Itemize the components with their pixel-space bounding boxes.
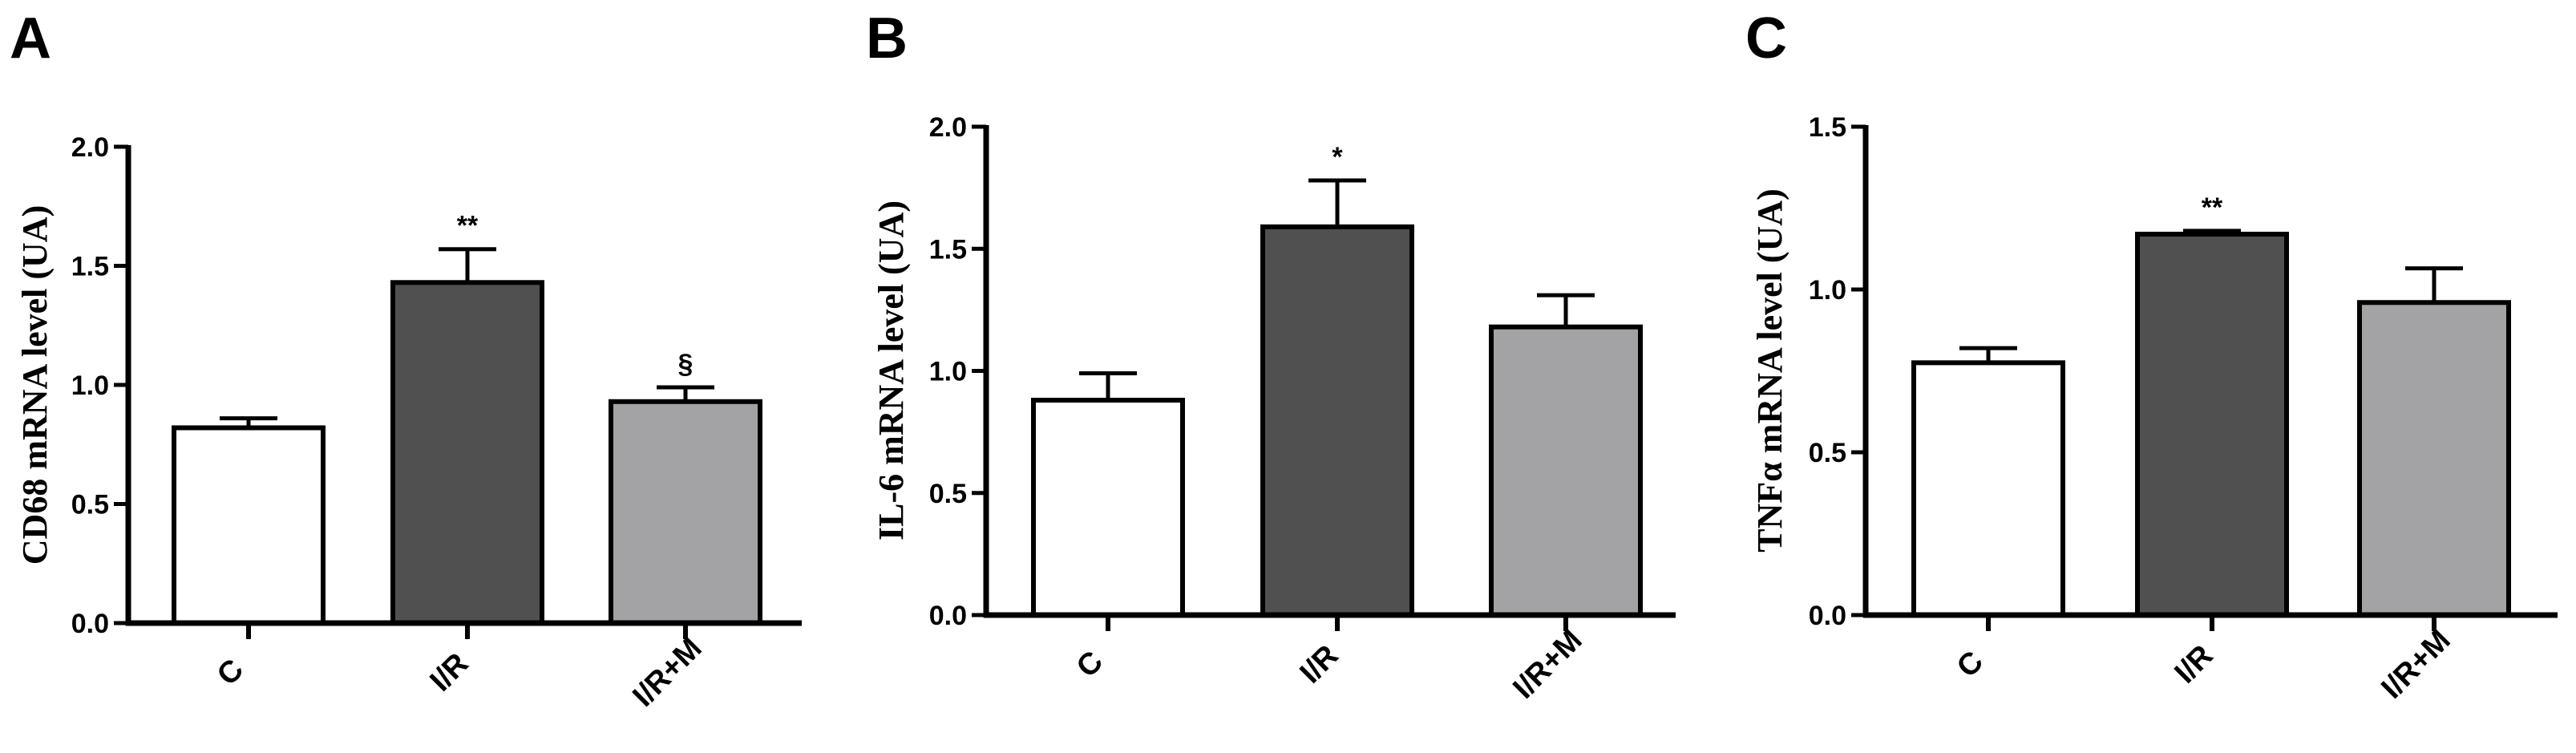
bar-c	[172, 425, 326, 626]
y-tick-label: 0.5	[929, 479, 967, 509]
y-tick-label: 2.0	[71, 132, 109, 163]
significance-label: **	[457, 211, 479, 241]
y-tick-label: 0.5	[1809, 438, 1846, 468]
bar-i-r	[390, 280, 544, 625]
x-tick-label: C	[1070, 645, 1110, 684]
bar-i-r-m	[609, 399, 762, 625]
y-tick-label: 0.0	[1809, 601, 1846, 631]
y-tick-label: 1.5	[929, 234, 967, 265]
x-tick-label: I/R+M	[1506, 623, 1588, 705]
panel-a: A CD68 mRNA level (UA) C ** I/R § I/R+M 0.0 0.5 1…	[10, 6, 802, 714]
panel-letter: A	[10, 6, 51, 71]
y-axis-label: TNFα mRNA level (UA)	[1750, 188, 1789, 552]
y-tick-label: 0.0	[929, 601, 967, 631]
bar-i-r-m	[1489, 324, 1643, 617]
x-tick-label: C	[211, 653, 250, 692]
y-tick-label: 1.5	[1809, 112, 1846, 143]
bar-i-r	[1260, 224, 1414, 617]
x-tick-label: I/R	[1293, 638, 1345, 690]
panel-letter: B	[866, 6, 908, 71]
panel-letter: C	[1745, 6, 1787, 71]
x-tick-label: I/R+M	[2375, 623, 2457, 705]
y-tick-label: 1.0	[71, 370, 109, 401]
significance-label: §	[678, 349, 694, 379]
y-axis-label: IL-6 mRNA level (UA)	[871, 200, 911, 540]
panel-b: B IL-6 mRNA level (UA) C * I/R I/R+M 0.0 0.5 1.0…	[866, 6, 1676, 706]
significance-label: *	[1332, 142, 1343, 172]
y-axis-label: CD68 mRNA level (UA)	[15, 205, 55, 565]
x-tick-label: C	[1951, 645, 1990, 684]
bar-c	[1911, 360, 2065, 617]
x-tick-label: I/R	[423, 646, 475, 698]
y-tick-label: 0.0	[71, 609, 109, 639]
x-tick-label: I/R+M	[626, 631, 708, 713]
bar-c	[1031, 398, 1185, 617]
y-tick-label: 1.5	[71, 252, 109, 282]
bar-i-r	[2135, 231, 2289, 617]
panel-c: C TNFα mRNA level (UA) C ** I/R I/R+M 0.0 0.5 1.…	[1745, 6, 2558, 706]
bar-i-r-m	[2357, 300, 2511, 617]
y-tick-label: 0.5	[71, 490, 109, 520]
y-tick-label: 1.0	[929, 357, 967, 387]
y-tick-label: 1.0	[1809, 275, 1846, 306]
x-tick-label: I/R	[2168, 638, 2219, 690]
significance-label: **	[2202, 192, 2223, 223]
y-tick-label: 2.0	[929, 112, 967, 143]
